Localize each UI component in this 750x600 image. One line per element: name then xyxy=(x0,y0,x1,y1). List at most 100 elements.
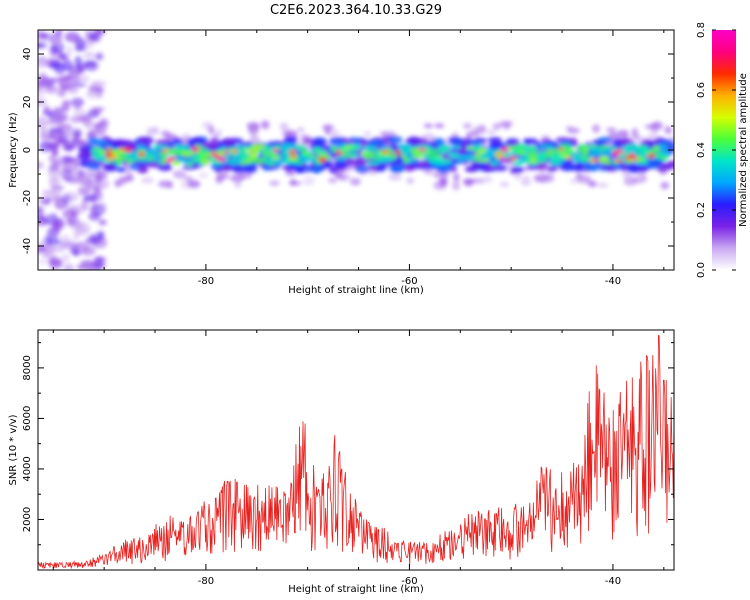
spectrogram-core-cell xyxy=(94,154,105,161)
spectrogram-band-cell xyxy=(406,136,421,146)
spectrogram-noise-cell xyxy=(98,219,107,226)
spectrogram-core-cell xyxy=(466,146,474,151)
spectrogram-core-cell xyxy=(271,159,285,165)
spectrogram-band-cell xyxy=(140,136,154,145)
spectrogram-faint-cell xyxy=(249,134,260,145)
spectrogram-core-cell xyxy=(179,151,194,157)
spectrogram-faint-cell xyxy=(327,177,338,184)
colorbar-tick-label: 0.2 xyxy=(696,202,707,218)
spectrogram-core-cell xyxy=(174,156,185,162)
spectrogram-band-cell xyxy=(417,160,429,168)
chart-title: C2E6.2023.364.10.33.G29 xyxy=(270,3,442,18)
spectrogram-noise-cell xyxy=(39,127,48,136)
spectrogram-faint-cell xyxy=(569,178,584,184)
spectrogram-panel: -80 -60 -40 40 20 0 -20 -40 Height of straight … xyxy=(8,29,675,296)
spectrogram-noise-cell xyxy=(93,256,105,269)
spectrogram-noise-cell xyxy=(62,209,77,219)
spectrogram-hot-cell xyxy=(336,150,342,156)
spectrogram-y-axis-label: Frequency (Hz) xyxy=(8,112,19,188)
spectrogram-faint-cell xyxy=(279,122,289,131)
spectrogram-faint-cell xyxy=(499,181,510,188)
spectrogram-hot-cell xyxy=(509,156,517,162)
spectrogram-noise-cell xyxy=(48,154,56,163)
snr-y-axis-label: SNR (10 * v/v) xyxy=(8,414,19,485)
spectrogram-core-cell xyxy=(599,155,610,162)
spectrogram-core-cell xyxy=(150,149,160,156)
spectrogram-band-cell xyxy=(102,164,117,170)
spectrogram-hot-cell xyxy=(646,153,656,159)
spectrogram-noise-cell xyxy=(91,80,104,88)
spectrogram-noise-cell xyxy=(38,197,49,205)
spectrogram-core-cell xyxy=(402,157,410,163)
spectrogram-faint-cell xyxy=(608,133,621,140)
spectrogram-y-tick-label: 20 xyxy=(22,96,33,109)
spectrogram-noise-cell xyxy=(70,138,82,144)
spectrogram-noise-cell xyxy=(49,77,65,83)
spectrogram-band-cell xyxy=(387,136,403,144)
spectrogram-core-cell xyxy=(447,152,459,158)
snr-frame xyxy=(37,329,675,571)
spectrogram-band-cell xyxy=(511,166,521,173)
spectrogram-hot-cell xyxy=(381,150,390,154)
spectrogram-core-cell xyxy=(433,157,445,164)
spectrogram-faint-cell xyxy=(439,177,448,187)
spectrogram-band-cell xyxy=(389,164,405,173)
colorbar-tick-label: 0.4 xyxy=(696,142,707,158)
colorbar-ticks: 0.0 0.2 0.4 0.6 0.8 xyxy=(696,22,736,278)
spectrogram-core-cell xyxy=(330,145,337,153)
spectrogram-core-cell xyxy=(601,149,614,156)
spectrogram-core-cell xyxy=(298,156,312,163)
snr-x-tick-label: -80 xyxy=(198,576,214,587)
spectrogram-noise-cell xyxy=(90,107,105,112)
spectrogram-core-cell xyxy=(301,149,309,156)
spectrogram-core-cell xyxy=(542,152,556,159)
spectrogram-core-cell xyxy=(567,149,574,155)
spectrogram-noise-cell xyxy=(62,141,74,151)
spectrogram-faint-cell xyxy=(217,174,231,179)
spectrogram-band-cell xyxy=(546,166,558,172)
spectrogram-faint-cell xyxy=(82,182,91,188)
spectrogram-core-cell xyxy=(539,143,547,150)
spectrogram-noise-cell xyxy=(38,216,45,222)
spectrogram-core-cell xyxy=(515,149,526,156)
spectrogram-faint-cell xyxy=(469,129,480,137)
spectrogram-faint-cell xyxy=(492,123,502,130)
spectrogram-hot-cell xyxy=(287,149,297,154)
spectrogram-core-cell xyxy=(363,152,371,160)
spectrogram-core-cell xyxy=(245,157,253,165)
spectrogram-band-cell xyxy=(311,165,322,174)
spectrogram-faint-cell xyxy=(630,134,643,140)
spectrogram-band-cell xyxy=(219,166,233,172)
spectrogram-faint-cell xyxy=(453,172,460,182)
spectrogram-faint-cell xyxy=(87,172,97,178)
spectrogram-band-cell xyxy=(360,139,369,145)
spectrogram-faint-cell xyxy=(261,120,270,130)
spectrogram-core-cell xyxy=(467,154,476,159)
spectrogram-faint-cell xyxy=(482,175,493,183)
spectrogram-noise-cell xyxy=(85,90,101,99)
colorbar-tick-label: 0.8 xyxy=(696,22,707,38)
spectrogram-noise-cell xyxy=(38,42,43,49)
spectrogram-band-cell xyxy=(283,136,298,145)
spectrogram-y-tick-label: 0 xyxy=(22,147,33,153)
spectrogram-noise-cell xyxy=(76,263,91,270)
spectrogram-hot-cell xyxy=(271,148,279,153)
spectrogram-heat-layer xyxy=(38,30,674,270)
spectrogram-noise-cell xyxy=(49,36,61,45)
snr-y-tick-label: 2000 xyxy=(22,507,33,532)
spectrogram-noise-cell xyxy=(94,52,104,61)
snr-panel: -80 -60 -40 2000 4000 6000 8000 Height of stra… xyxy=(8,329,675,595)
spectrogram-hot-cell xyxy=(223,150,229,155)
colorbar: 0.0 0.2 0.4 0.6 0.8 Normalized spectral ampl… xyxy=(696,22,749,278)
spectrogram-faint-cell xyxy=(622,171,633,179)
spectrogram-noise-cell xyxy=(59,234,71,242)
spectrogram-noise-cell xyxy=(48,176,60,188)
spectrogram-faint-cell xyxy=(212,132,220,138)
spectrogram-core-cell xyxy=(262,151,269,157)
spectrogram-band-cell xyxy=(92,138,108,147)
spectrogram-core-cell xyxy=(362,146,377,151)
spectrogram-faint-cell xyxy=(567,127,580,134)
spectrogram-faint-cell xyxy=(592,124,601,134)
spectrogram-band-cell xyxy=(87,162,101,171)
